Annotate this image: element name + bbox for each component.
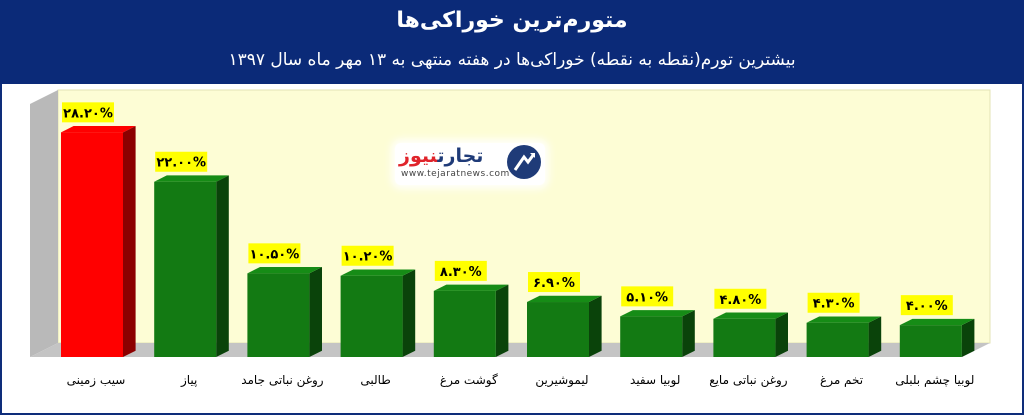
- bar: [433, 290, 496, 357]
- bar-top: [340, 269, 416, 276]
- category-label: تخم مرغ: [820, 373, 863, 388]
- bar: [527, 302, 589, 357]
- category-label: لیموشیرین: [535, 373, 588, 388]
- chart-subtitle: بیشترین تورم(نقطه به نقطه) خوراکی‌ها در …: [228, 50, 796, 70]
- category-label: پیاز: [180, 373, 197, 388]
- bar-top: [61, 126, 136, 133]
- data-label-bg: [900, 295, 953, 316]
- tejarat-news-logo: تجارتنیوز www.tejaratnews.com: [395, 143, 545, 185]
- bar-top: [433, 284, 509, 291]
- data-label-bg: [62, 102, 114, 123]
- data-label: ۴.۳۰%: [813, 297, 855, 312]
- bar-top: [527, 295, 602, 303]
- bar: [154, 181, 217, 357]
- data-label: ۲۲.۰۰%: [156, 156, 206, 171]
- bar-side: [402, 269, 416, 357]
- bar-side: [309, 267, 322, 357]
- bar: [620, 316, 683, 357]
- category-label: طالبی: [360, 373, 391, 387]
- bar-side: [868, 316, 882, 357]
- data-label-bg: [248, 243, 301, 264]
- category-label: روغن نباتی جامد: [241, 373, 324, 388]
- logo-name-blue: تجارت: [437, 145, 484, 167]
- bar: [899, 325, 962, 357]
- bar: [806, 322, 869, 357]
- data-label: ۸.۳۰%: [440, 265, 482, 280]
- data-label-bg: [528, 272, 580, 293]
- data-label: ۴.۸۰%: [720, 293, 762, 308]
- data-label: ۵.۱۰%: [626, 290, 668, 305]
- category-label: گوشت مرغ: [440, 373, 498, 388]
- data-label: ۱۰.۵۰%: [250, 247, 300, 262]
- data-label-bg: [155, 151, 208, 172]
- bar: [247, 273, 310, 357]
- chart-title: متورم‌ترین خوراکی‌ها: [396, 8, 628, 33]
- bar-top: [899, 318, 975, 326]
- bar-side: [961, 318, 975, 357]
- category-label: لوبیا چشم بلبلی: [895, 373, 974, 388]
- bar-side: [589, 295, 602, 357]
- header-banner: متورم‌ترین خوراکی‌ها بیشترین تورم(نقطه ب…: [0, 0, 1024, 84]
- bar-top: [154, 175, 229, 182]
- bar: [340, 275, 403, 357]
- bar-side: [682, 310, 695, 357]
- logo-name-red: نیوز: [399, 145, 438, 167]
- bar: [61, 132, 123, 357]
- bar-side: [775, 312, 788, 357]
- data-label-bg: [807, 292, 860, 313]
- data-label-bg: [434, 260, 487, 281]
- bar-side: [123, 126, 136, 357]
- category-label: سیب زمینی: [67, 373, 126, 388]
- category-label: روغن نباتی مایع: [709, 373, 788, 388]
- logo-mark-icon: [507, 145, 541, 179]
- bar: [713, 318, 776, 357]
- bar-top: [806, 316, 882, 323]
- data-label: ۶.۹۰%: [533, 276, 575, 291]
- category-label: لوبیا سفید: [630, 373, 680, 388]
- data-label: ۴.۰۰%: [906, 299, 948, 314]
- bar-top: [713, 312, 788, 319]
- data-label-bg: [621, 286, 674, 307]
- bar-side: [495, 284, 509, 357]
- logo-url: www.tejaratnews.com: [401, 169, 510, 179]
- bar-top: [247, 267, 322, 274]
- bar-top: [620, 310, 695, 317]
- bar-chart: ۲۸.۲۰% سیب زمینی ۲۲.۰۰% پیاز ۱۰.۵۰% روغن نبات…: [30, 89, 991, 388]
- plot-side-wall: [30, 90, 58, 357]
- data-label: ۱۰.۲۰%: [343, 250, 393, 265]
- logo-wordmark: تجارتنیوز: [399, 145, 483, 167]
- data-label-bg: [714, 288, 767, 309]
- data-label: ۲۸.۲۰%: [63, 106, 113, 121]
- data-label-bg: [341, 245, 394, 266]
- bar-side: [216, 175, 229, 357]
